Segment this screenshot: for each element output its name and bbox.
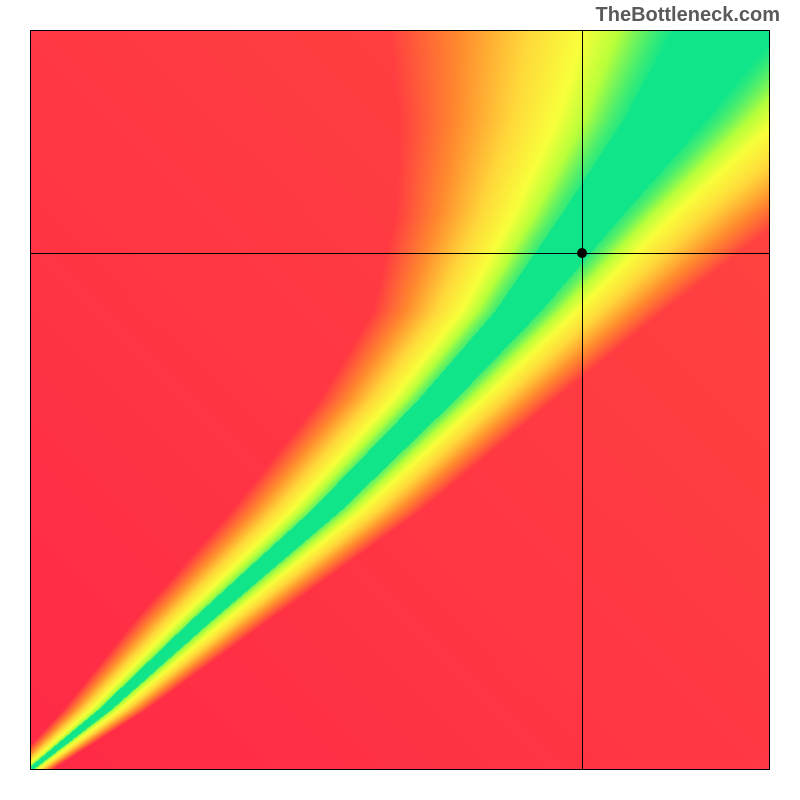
bottleneck-heatmap-canvas: [31, 31, 769, 769]
crosshair-point: [577, 248, 587, 258]
crosshair-horizontal-line: [31, 253, 769, 254]
heatmap-plot-frame: [30, 30, 770, 770]
crosshair-vertical-line: [582, 31, 583, 769]
watermark-text: TheBottleneck.com: [596, 4, 780, 27]
